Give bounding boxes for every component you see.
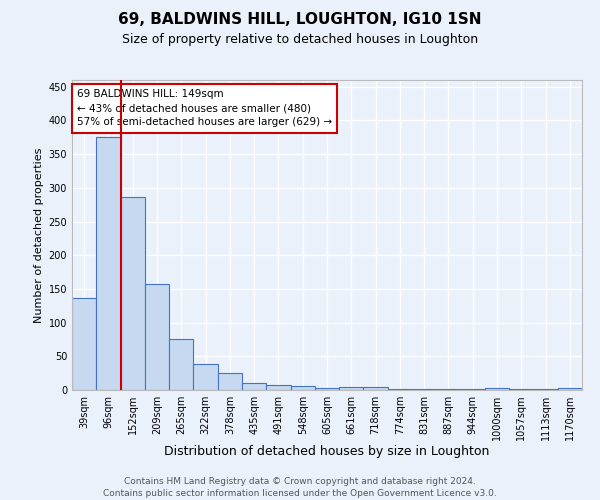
Text: 69 BALDWINS HILL: 149sqm
← 43% of detached houses are smaller (480)
57% of semi-: 69 BALDWINS HILL: 149sqm ← 43% of detach… — [77, 90, 332, 128]
Bar — [242, 384, 266, 390]
Bar — [193, 364, 218, 390]
Bar — [218, 373, 242, 390]
Bar — [96, 138, 121, 390]
Text: Contains HM Land Registry data © Crown copyright and database right 2024.
Contai: Contains HM Land Registry data © Crown c… — [103, 476, 497, 498]
Bar — [72, 298, 96, 390]
Bar — [558, 388, 582, 390]
Text: Size of property relative to detached houses in Loughton: Size of property relative to detached ho… — [122, 32, 478, 46]
Text: 69, BALDWINS HILL, LOUGHTON, IG10 1SN: 69, BALDWINS HILL, LOUGHTON, IG10 1SN — [118, 12, 482, 28]
Bar — [388, 388, 412, 390]
Bar — [315, 388, 339, 390]
Y-axis label: Number of detached properties: Number of detached properties — [34, 148, 44, 322]
Bar — [169, 340, 193, 390]
Bar — [145, 284, 169, 390]
Bar — [121, 196, 145, 390]
Bar — [290, 386, 315, 390]
Bar — [339, 388, 364, 390]
Bar — [364, 388, 388, 390]
Bar — [485, 388, 509, 390]
Bar — [266, 384, 290, 390]
X-axis label: Distribution of detached houses by size in Loughton: Distribution of detached houses by size … — [164, 444, 490, 458]
